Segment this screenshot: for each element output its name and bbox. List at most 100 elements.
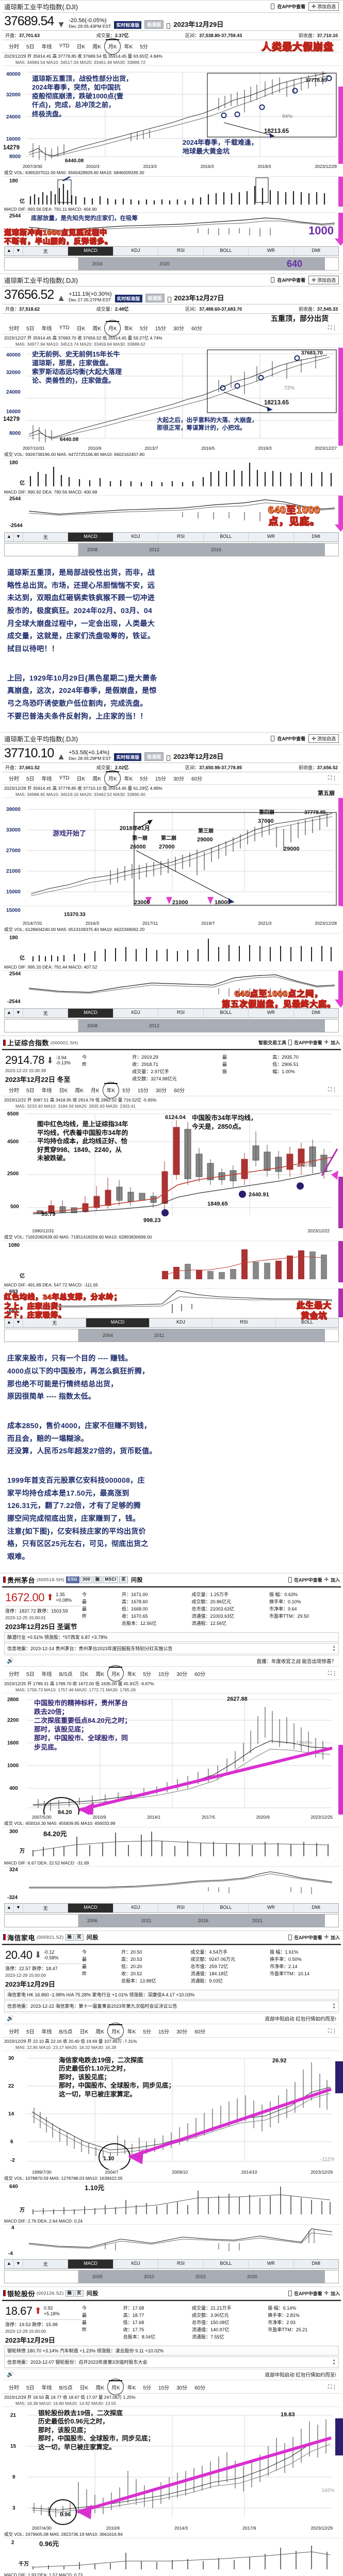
dji-dec28-fast-badge[interactable]: 极速版	[144, 752, 164, 761]
tab-30m[interactable]: 30分	[173, 326, 185, 332]
tab-yearline[interactable]: 年线	[41, 1671, 52, 1677]
dji-dec27-add-button[interactable]: ✛ 添加自选	[308, 276, 339, 284]
tab-fenshi[interactable]: 分时	[9, 44, 19, 50]
dji-dec29-minimap[interactable]: 2016 2020 640	[4, 257, 339, 270]
tab-monthk[interactable]: 月K	[108, 2027, 124, 2035]
indicator-boll[interactable]: BOLL	[204, 247, 249, 256]
indicator-boll[interactable]: BOLL	[204, 2259, 249, 2268]
speaker-icon[interactable]: 🔊	[7, 2015, 14, 2022]
indicator-rsi[interactable]: RSI	[158, 1903, 204, 1912]
tag-ask[interactable]: 问股	[86, 2291, 99, 2297]
scroll-arrows-icon[interactable]: ▲ ▼	[332, 2358, 336, 2366]
tab-5m[interactable]: 5分	[122, 1088, 130, 1094]
tab-yearline[interactable]: 年线	[41, 2385, 52, 2391]
indicator-macd[interactable]: MACD	[68, 2259, 113, 2268]
more-menu-icon[interactable]: ⋮	[332, 325, 338, 331]
indicator-down-button[interactable]: ▼	[14, 1903, 23, 1912]
tab-dayk[interactable]: 日K	[79, 2385, 89, 2391]
dji-dec27-fast-badge[interactable]: 极速版	[145, 294, 165, 302]
more-menu-icon[interactable]: ⋮	[332, 1670, 338, 1677]
indicator-macd[interactable]: MACD	[68, 1903, 113, 1912]
tag-buy[interactable]: 买	[75, 1934, 84, 1941]
tab-fenshi[interactable]: 分时	[9, 1671, 19, 1677]
tab-5d[interactable]: 5日	[26, 2385, 35, 2391]
dji-dec29-add-button[interactable]: ✛ 添加自选	[308, 2, 339, 11]
tab-60m[interactable]: 60分	[194, 1671, 206, 1677]
tab-30m[interactable]: 30分	[176, 2029, 188, 2035]
sse-trade-tool[interactable]: 智能交易工具	[258, 1040, 287, 1046]
tab-ytd[interactable]: YTD	[59, 325, 70, 331]
hisense-live-text[interactable]: 底部中阳启动 红包行情如约而至!	[265, 2016, 336, 2022]
tab-monthk[interactable]: 月K	[90, 1088, 100, 1094]
tab-5m[interactable]: 5分	[143, 2029, 151, 2035]
indicator-up-button[interactable]: ▲	[5, 1009, 14, 1018]
indicator-wr[interactable]: WR	[249, 533, 294, 541]
fullscreen-icon[interactable]: ⛶	[328, 1087, 332, 1093]
tab-dayk[interactable]: 日K	[79, 2029, 89, 2035]
dji-dec29-standard-badge[interactable]: 实时标准版	[114, 21, 142, 29]
indicator-up-button[interactable]: ▲	[5, 1903, 14, 1912]
tab-weekk[interactable]: 周K	[92, 776, 101, 783]
indicator-none[interactable]: 无	[23, 247, 69, 256]
dji-dec29-fast-badge[interactable]: 极速版	[144, 20, 164, 29]
tab-60m[interactable]: 60分	[194, 2029, 206, 2035]
tab-fenshi[interactable]: 分时	[9, 776, 19, 783]
speaker-icon[interactable]: 🔊	[7, 2371, 14, 2378]
indicator-kdj[interactable]: KDJ	[150, 1318, 213, 1328]
tab-dayk[interactable]: 日K	[76, 326, 86, 332]
fullscreen-icon[interactable]: ⛶	[328, 1670, 332, 1676]
tab-5d[interactable]: 5日	[26, 1088, 35, 1094]
indicator-rsi[interactable]: RSI	[158, 247, 204, 256]
indicator-down-button[interactable]: ▼	[14, 1009, 23, 1018]
tab-bs[interactable]: B/S点	[59, 2029, 73, 2035]
tag-rong[interactable]: 融	[93, 1576, 102, 1583]
indicator-up-button[interactable]: ▲	[5, 533, 14, 541]
dji-dec27-standard-badge[interactable]: 实时标准版	[115, 295, 142, 302]
scroll-arrows-icon[interactable]: ▲ ▼	[332, 1645, 336, 1652]
tab-30m[interactable]: 30分	[173, 776, 185, 783]
tab-yearline[interactable]: 年线	[41, 2029, 52, 2035]
tab-yeark[interactable]: 年K	[124, 776, 133, 783]
indicator-dmi[interactable]: DMI	[312, 2260, 320, 2266]
tab-5d[interactable]: 5日	[26, 1671, 35, 1677]
indicator-kdj[interactable]: KDJ	[113, 2259, 159, 2268]
tab-monthk[interactable]: 月K	[105, 774, 121, 782]
indicator-up-button[interactable]: ▲	[5, 2259, 14, 2268]
tab-15m[interactable]: 15分	[137, 1088, 149, 1094]
tab-weekk[interactable]: 周K	[92, 44, 101, 50]
yinlun-add[interactable]: 加入	[330, 2291, 340, 2296]
tab-5m[interactable]: 5分	[143, 1671, 151, 1677]
tab-fenshi[interactable]: 分时	[9, 2385, 19, 2391]
tab-monthk[interactable]: 月K	[105, 42, 121, 50]
tab-5d[interactable]: 5日	[26, 2029, 35, 2035]
tab-60m[interactable]: 60分	[194, 2385, 206, 2391]
dji-dec28-minimap[interactable]: 2008 2012	[4, 1019, 339, 1033]
indicator-up-button[interactable]: ▲	[5, 247, 14, 256]
maotai-news[interactable]: 信息地雷：2023-12-14 贵州茅台：贵州茅台2023年度回报股东特别分红实…	[4, 1642, 339, 1654]
sse-app-link[interactable]: 在APP中查看	[294, 1040, 322, 1046]
tab-yeark[interactable]: 年K	[127, 2029, 136, 2035]
tab-5d[interactable]: 5日	[26, 776, 35, 783]
tag-buy[interactable]: 买	[75, 2290, 84, 2297]
more-menu-icon[interactable]: ⋮	[332, 1087, 338, 1094]
tab-dayk[interactable]: 日K	[76, 776, 86, 783]
indicator-dmi[interactable]: DMI	[312, 534, 320, 539]
maotai-add[interactable]: 加入	[330, 1577, 340, 1583]
tab-30m[interactable]: 30分	[155, 1088, 167, 1094]
tab-30m[interactable]: 30分	[176, 1671, 188, 1677]
indicator-down-button[interactable]: ▼	[14, 1318, 23, 1328]
fullscreen-icon[interactable]: ⛶	[328, 2028, 332, 2034]
tab-60m[interactable]: 60分	[191, 776, 203, 783]
sse-minimap[interactable]: 2004 2011	[4, 1329, 339, 1343]
indicator-down-button[interactable]: ▼	[14, 247, 23, 256]
hisense-minimap[interactable]: 2005 2010 2015 2020	[4, 2269, 339, 2283]
tab-dayk[interactable]: 日K	[79, 1671, 89, 1677]
sse-add[interactable]: 加入	[330, 1040, 340, 1046]
tab-monthk[interactable]: 月K	[108, 2383, 124, 2391]
indicator-wr[interactable]: WR	[249, 1009, 294, 1018]
indicator-macd[interactable]: MACD	[68, 1009, 113, 1018]
tab-yeark[interactable]: 年K	[124, 44, 133, 50]
more-menu-icon[interactable]: ⋮	[332, 2384, 338, 2391]
tag-rong[interactable]: 融	[65, 1934, 74, 1941]
dji-dec28-app-link[interactable]: 在APP中查看	[277, 736, 306, 742]
